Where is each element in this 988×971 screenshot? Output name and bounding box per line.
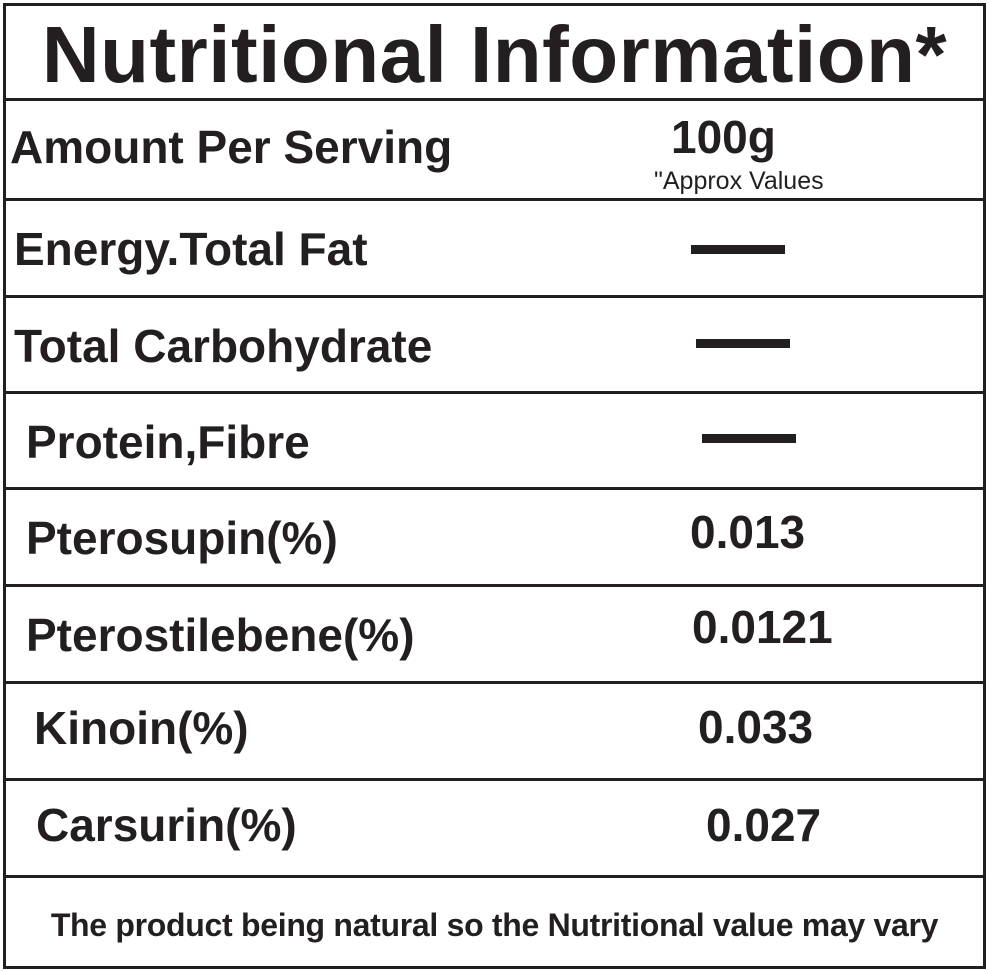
approx-note: "Approx Values	[654, 167, 824, 195]
footer-row: The product being natural so the Nutriti…	[6, 878, 983, 966]
empty-value-dash	[691, 245, 785, 254]
row-label: Kinoin(%)	[34, 702, 249, 754]
table-row: Energy.Total Fat	[6, 201, 983, 298]
row-value: 0.027	[706, 799, 822, 851]
row-label: Protein,Fibre	[26, 416, 310, 468]
table-row: Pterosupin(%) 0.013	[6, 490, 983, 587]
table-row: Total Carbohydrate	[6, 298, 983, 394]
serving-label: Amount Per Serving	[10, 121, 453, 173]
row-label: Pterostilebene(%)	[26, 609, 415, 661]
row-value: 0.0121	[692, 601, 833, 653]
empty-value-dash	[696, 339, 790, 348]
serving-row: Amount Per Serving 100g "Approx Values	[6, 101, 983, 201]
serving-value: 100g	[671, 111, 776, 163]
title-row: Nutritional Information*	[6, 6, 983, 101]
table-row: Kinoin(%) 0.033	[6, 684, 983, 781]
row-label: Total Carbohydrate	[14, 320, 433, 372]
row-label: Carsurin(%)	[36, 799, 297, 851]
table-row: Pterostilebene(%) 0.0121	[6, 587, 983, 684]
row-label: Energy.Total Fat	[14, 223, 368, 275]
nutrition-panel: Nutritional Information* Amount Per Serv…	[3, 3, 986, 969]
row-value: 0.013	[690, 506, 806, 558]
footer-note: The product being natural so the Nutriti…	[50, 907, 939, 943]
empty-value-dash	[702, 434, 796, 443]
row-label: Pterosupin(%)	[26, 512, 338, 564]
row-value: 0.033	[698, 701, 814, 753]
page-title: Nutritional Information*	[41, 10, 948, 99]
table-row: Protein,Fibre	[6, 394, 983, 490]
table-row: Carsurin(%) 0.027	[6, 781, 983, 878]
